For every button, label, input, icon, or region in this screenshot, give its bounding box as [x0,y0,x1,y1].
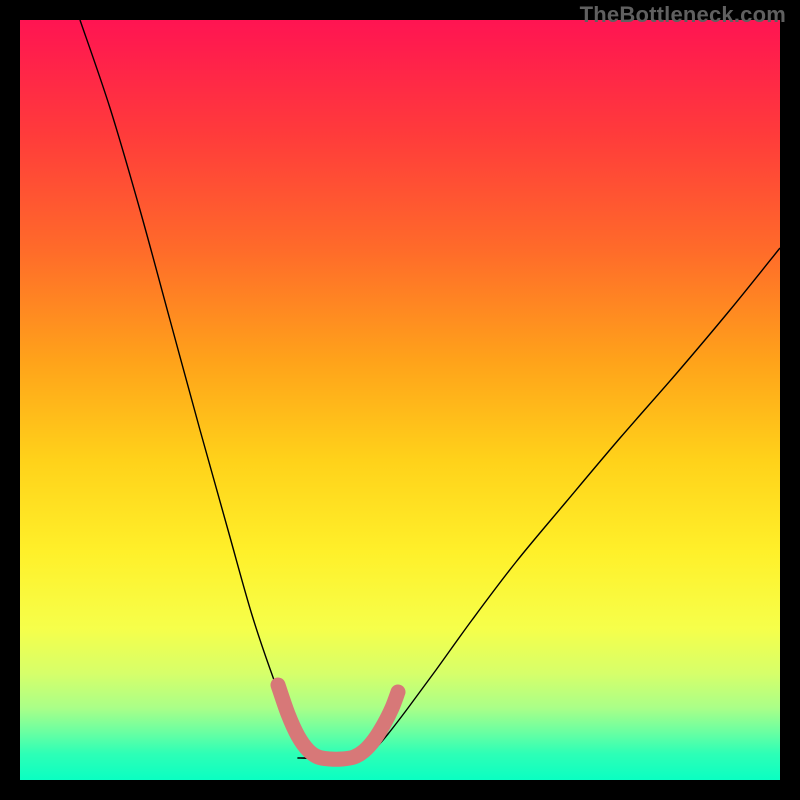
bottleneck-chart [20,20,780,780]
gradient-background [20,20,780,780]
watermark-text: TheBottleneck.com [580,2,786,28]
plot-area [20,20,780,780]
chart-frame: TheBottleneck.com [0,0,800,800]
